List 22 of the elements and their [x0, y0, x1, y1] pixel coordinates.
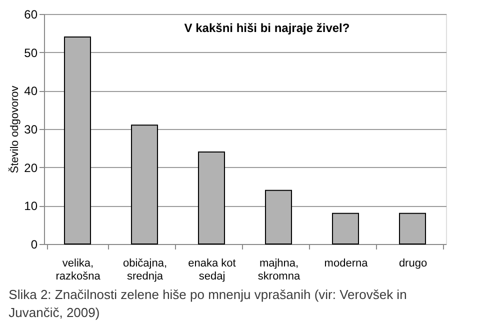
- bar: [64, 36, 91, 244]
- y-axis-title: Število odgovorov: [8, 85, 22, 174]
- x-tick-label: enaka kot sedaj: [188, 258, 236, 282]
- bar: [399, 212, 426, 244]
- y-tick-label: 60: [24, 8, 38, 22]
- y-tick-label: 40: [24, 84, 38, 98]
- y-tick-label: 0: [30, 238, 38, 252]
- x-tick-label: velika, razkošna: [56, 258, 102, 282]
- bar: [265, 190, 292, 244]
- text: Slika 2: Značilnosti zelene hiše po mnenju vprašanih (vir: Verovšek in Juvančič, 2009): [8, 287, 407, 320]
- x-tick-label: moderna: [324, 258, 369, 270]
- bar: [198, 152, 225, 244]
- y-tick-label: 10: [24, 199, 38, 214]
- bar: [332, 212, 359, 244]
- text: V kakšni hiši bi najraje živel?: [184, 21, 350, 35]
- x-tick-label: majhna, skromna: [258, 258, 301, 282]
- bar: [131, 124, 158, 244]
- y-tick-label: 20: [24, 160, 38, 175]
- y-tick-label: 30: [24, 122, 38, 136]
- y-tick-label: 50: [24, 46, 38, 60]
- x-tick-label: drugo: [398, 258, 428, 270]
- x-tick-label: običajna, srednja: [122, 258, 168, 282]
